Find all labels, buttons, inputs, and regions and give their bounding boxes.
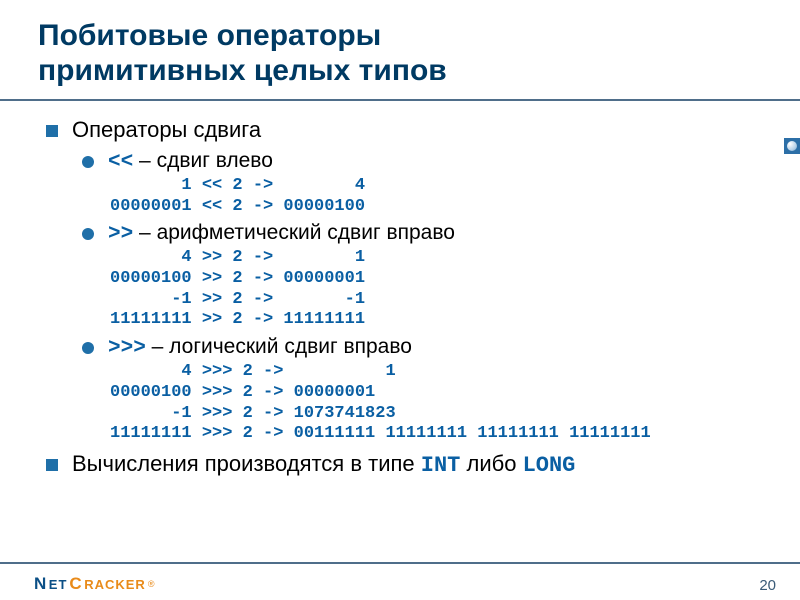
operator-shift-right-logical: >>>	[108, 337, 146, 360]
bullet-shift-operators: Операторы сдвига << – сдвиг влево 1 << 2…	[44, 117, 760, 445]
brand-et: ET	[49, 577, 68, 592]
operator-shift-right-arith: >>	[108, 223, 133, 246]
title-line-2: примитивных целых типов	[38, 54, 447, 87]
footer-rule	[0, 562, 800, 564]
side-marker-icon	[784, 138, 800, 154]
keyword-int: INT	[421, 453, 461, 478]
title-line-1: Побитовые операторы	[38, 19, 381, 52]
text-computation-pre: Вычисления производятся в типе	[72, 451, 421, 476]
text-computation-mid: либо	[460, 451, 522, 476]
desc-shift-right-logical: – логический сдвиг вправо	[146, 335, 412, 358]
desc-shift-left: – сдвиг влево	[133, 149, 273, 172]
bullet-list-level-1: Операторы сдвига << – сдвиг влево 1 << 2…	[44, 117, 760, 478]
bullet-shift-right-arith: >> – арифметический сдвиг вправо 4 >> 2 …	[82, 221, 760, 331]
brand-logo: NETCRACKER®	[34, 574, 155, 594]
slide-footer: NETCRACKER® 20	[0, 562, 800, 600]
slide-body: Операторы сдвига << – сдвиг влево 1 << 2…	[0, 101, 800, 478]
operator-shift-left: <<	[108, 151, 133, 174]
code-shift-right-logical: 4 >>> 2 -> 1 00000100 >>> 2 -> 00000001 …	[110, 362, 760, 445]
text-shift-operators: Операторы сдвига	[72, 117, 261, 142]
brand-n: N	[34, 574, 47, 594]
slide-title: Побитовые операторы примитивных целых ти…	[0, 0, 800, 89]
bullet-computation-types: Вычисления производятся в типе INT либо …	[44, 451, 760, 478]
brand-registered-icon: ®	[148, 579, 155, 589]
code-shift-right-arith: 4 >> 2 -> 1 00000100 >> 2 -> 00000001 -1…	[110, 248, 760, 331]
bullet-list-level-2: << – сдвиг влево 1 << 2 -> 4 00000001 <<…	[82, 149, 760, 445]
code-shift-left: 1 << 2 -> 4 00000001 << 2 -> 00000100	[110, 176, 760, 217]
bullet-shift-left: << – сдвиг влево 1 << 2 -> 4 00000001 <<…	[82, 149, 760, 217]
bullet-shift-right-logical: >>> – логический сдвиг вправо 4 >>> 2 ->…	[82, 335, 760, 445]
brand-c: C	[69, 574, 82, 594]
desc-shift-right-arith: – арифметический сдвиг вправо	[133, 221, 455, 244]
brand-rest: RACKER	[84, 577, 146, 592]
page-number: 20	[759, 577, 776, 594]
keyword-long: LONG	[523, 453, 576, 478]
slide: Побитовые операторы примитивных целых ти…	[0, 0, 800, 600]
